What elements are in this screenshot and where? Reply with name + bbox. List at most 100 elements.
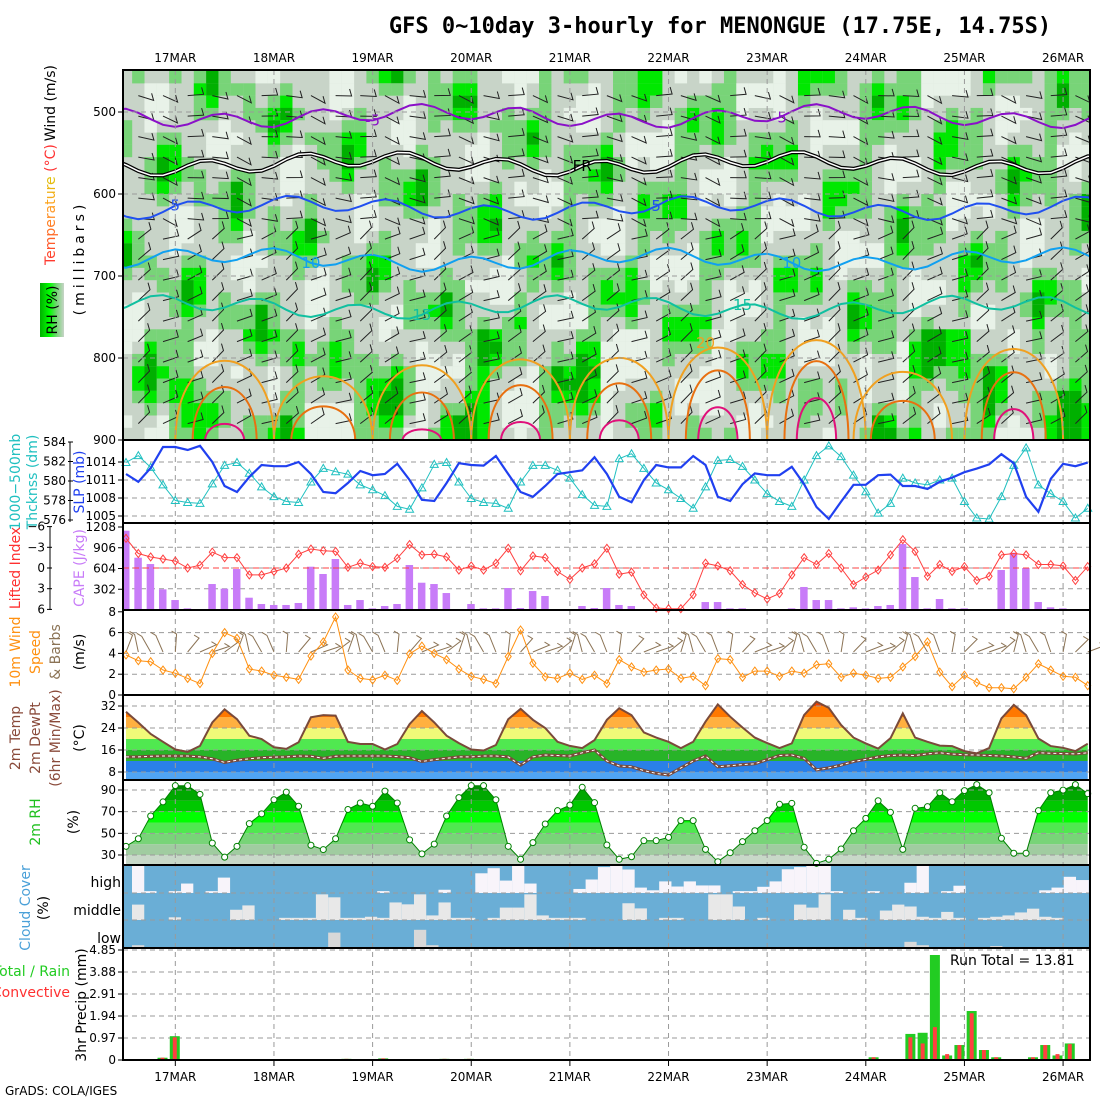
rh-shade-cell — [255, 304, 268, 318]
temp-unit-label: (°C) — [72, 724, 88, 752]
rh-shade-cell — [354, 292, 367, 305]
rh-shade-cell — [378, 243, 392, 256]
rh-shade-cell — [341, 267, 355, 281]
rh-shade-cell — [748, 243, 762, 256]
wind-barb-icon — [384, 386, 399, 404]
wind-barb-icon — [853, 307, 869, 322]
rh-shade-cell — [539, 120, 552, 133]
date-label-top: 20MAR — [450, 51, 492, 65]
wind-barb-icon — [557, 351, 574, 363]
rh-shade-cell — [354, 280, 367, 293]
wind-barb-icon — [1050, 87, 1068, 97]
rh-shade-cell — [304, 427, 318, 440]
wind-barb-icon — [1025, 175, 1042, 184]
rh-shade-cell — [995, 378, 1008, 391]
wind-barb-icon — [261, 108, 279, 117]
rh-shade-cell — [576, 107, 589, 121]
rh-shade-cell — [255, 427, 268, 440]
wind-barb-icon — [902, 129, 920, 138]
rh-shade-cell — [415, 194, 429, 207]
rh-shade-cell — [711, 403, 725, 416]
wind-barb-icon — [310, 387, 326, 404]
rh-point — [517, 855, 525, 863]
rh-shade-cell — [576, 329, 589, 342]
wind-barb-icon — [631, 228, 648, 240]
lifted-index-point — [603, 543, 611, 554]
rh-shade-cell — [723, 83, 737, 96]
wind-barb-icon — [927, 286, 943, 302]
rh-shade-cell — [452, 95, 466, 108]
wind-barb-icon — [458, 325, 473, 343]
wind-barb-icon — [1075, 344, 1089, 363]
wind-barb-icon — [1050, 128, 1068, 138]
rh-shade-cell — [921, 71, 934, 84]
rh-shade-cell — [1069, 427, 1082, 440]
rh-shade-cell — [292, 230, 305, 244]
rh-shade-cell — [1069, 83, 1082, 96]
wind-barb-icon — [656, 128, 673, 138]
rh-point — [406, 836, 414, 844]
wind-barb-icon — [1024, 633, 1039, 653]
cloud-clear-bar — [916, 945, 929, 948]
rh-shade-cell — [625, 415, 638, 428]
wind-barb-icon — [138, 192, 155, 201]
wind-barb-icon — [212, 151, 229, 160]
thickness-point — [885, 498, 896, 507]
rh-shade-cell — [859, 304, 872, 318]
thickness-point — [256, 481, 267, 491]
rh-shade-cell — [181, 169, 194, 182]
wind-barb-icon — [187, 107, 205, 117]
rh-shade-cell — [329, 415, 342, 428]
rh-point — [763, 817, 771, 825]
rh-shade-cell — [267, 366, 281, 379]
wind-barb-icon — [976, 128, 994, 138]
rh-shade-cell — [428, 218, 441, 231]
wind-barb-icon — [606, 223, 621, 240]
rh-shade-cell — [465, 378, 478, 391]
rh-shade-cell — [403, 390, 416, 404]
rh-shade-cell — [945, 157, 959, 170]
rh-shade-cell — [502, 403, 515, 416]
rh-shade-cell — [415, 144, 429, 158]
wind-barb-icon — [384, 306, 400, 322]
wind-barb-icon — [877, 288, 894, 302]
wind-barb-icon — [581, 221, 595, 240]
rh-shade-cell — [132, 243, 145, 256]
rh-shade-cell — [649, 427, 663, 440]
rh-shade-cell — [723, 120, 737, 133]
wind-speed-point — [529, 658, 537, 669]
cloud-clear-bar — [1051, 887, 1064, 893]
rh-shade-cell — [748, 83, 762, 96]
rh-shade-cell — [428, 169, 441, 182]
wind-speed-point — [664, 664, 673, 674]
wind-speed-point — [1022, 672, 1030, 683]
cloud-clear-bar — [340, 917, 353, 920]
wind-barb-icon — [335, 392, 352, 404]
wind-barb-icon — [902, 323, 915, 342]
rh-shade-cell — [884, 427, 897, 440]
rh-shade-cell — [699, 267, 712, 281]
rh-shade-cell — [391, 71, 404, 84]
rh-shade-cell — [1069, 218, 1082, 231]
rh-shade-cell — [477, 440, 489, 452]
rh-shade-cell — [995, 267, 1008, 281]
rh-shade-cell — [1081, 107, 1090, 121]
rh-shade-cell — [749, 440, 761, 452]
rh-shade-cell — [329, 169, 342, 182]
wind-barb-icon — [162, 249, 180, 261]
wind-barb-icon — [458, 365, 472, 383]
rh-shade-cell — [354, 120, 367, 133]
wind-barb-icon — [137, 405, 151, 424]
rh-shade-cell — [452, 304, 466, 318]
wind-barb-icon — [483, 351, 500, 363]
wind-barb-icon — [508, 148, 525, 158]
cape-bar — [541, 595, 549, 610]
rh-shade-cell — [576, 169, 589, 182]
wind-barb-icon — [409, 90, 427, 98]
wind-barb-icon — [557, 197, 573, 206]
rh-shade-cell — [280, 329, 293, 342]
rh-shade-cell — [144, 255, 157, 268]
run-total-label: Run Total = 13.81 — [950, 953, 1075, 969]
wind-barb-icon — [878, 215, 895, 224]
rh-shade-cell — [403, 181, 416, 195]
